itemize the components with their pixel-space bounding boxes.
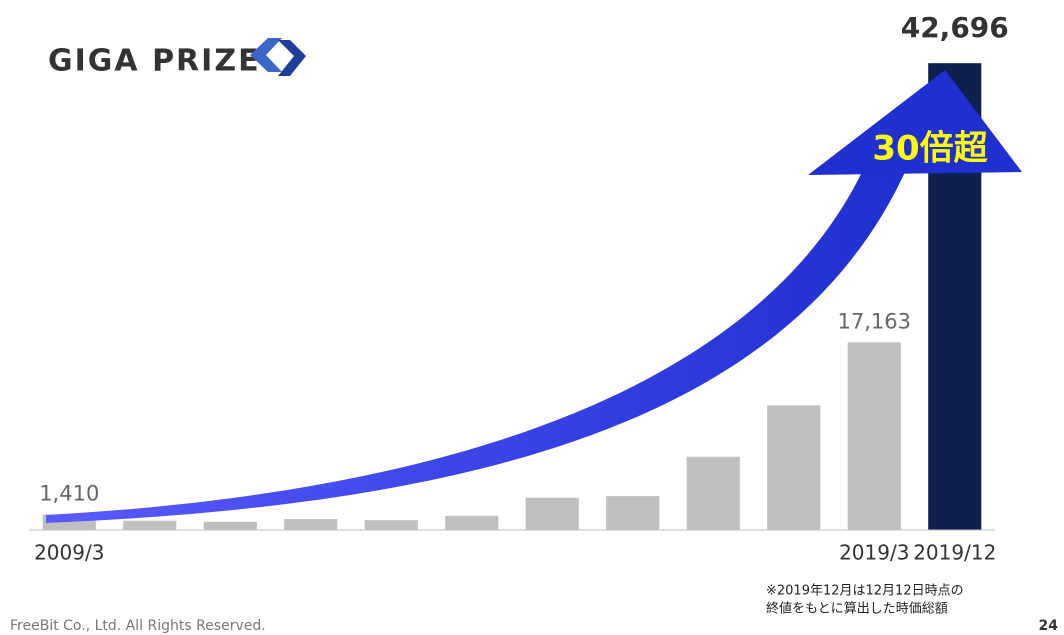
bar	[203, 521, 257, 530]
bar	[606, 496, 660, 530]
bar	[123, 520, 177, 530]
bar	[284, 519, 338, 530]
logo-icon	[250, 38, 282, 72]
bar	[847, 342, 901, 530]
x-tick-label: 2019/3	[839, 541, 909, 565]
bar	[686, 456, 740, 530]
annotation: 30倍超	[872, 129, 988, 169]
growth-arrow: 30倍超	[46, 70, 1022, 523]
bar	[445, 515, 499, 530]
logo-text: GIGA PRIZE	[48, 44, 261, 79]
bar	[767, 405, 821, 530]
footnote: 終値をもとに算出した時価総額	[766, 601, 948, 617]
x-tick-label: 2009/3	[34, 541, 104, 565]
arrow-body	[46, 172, 905, 523]
footnote: ※2019年12月は12月12日時点の	[766, 584, 964, 599]
value-label: 1,410	[39, 482, 99, 506]
x-tick-label: 2019/12	[913, 541, 996, 565]
logo: GIGA PRIZE	[48, 38, 306, 79]
chart: 2009/3 1,410 2019/3 17,163 2019/12 42,696	[29, 11, 1009, 565]
logo-icon	[278, 40, 306, 76]
bar	[525, 497, 579, 530]
arrow-head	[808, 70, 1022, 175]
bar	[364, 520, 418, 530]
footer: FreeBit Co., Ltd. All Rights Reserved.	[10, 618, 266, 634]
value-label: 42,696	[901, 11, 1009, 44]
value-label: 17,163	[838, 309, 911, 333]
page-number: 24	[1039, 618, 1059, 634]
